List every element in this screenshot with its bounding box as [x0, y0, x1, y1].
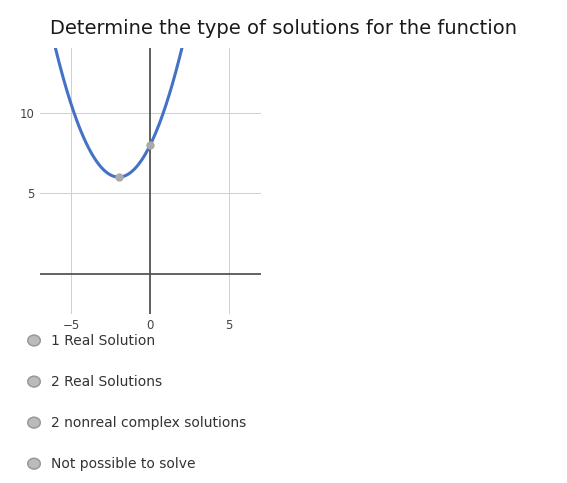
Text: Determine the type of solutions for the function: Determine the type of solutions for the …	[50, 19, 517, 38]
Text: 2 nonreal complex solutions: 2 nonreal complex solutions	[51, 416, 246, 429]
Text: 1 Real Solution: 1 Real Solution	[51, 334, 155, 347]
Text: Not possible to solve: Not possible to solve	[51, 457, 196, 470]
Text: 2 Real Solutions: 2 Real Solutions	[51, 375, 162, 388]
